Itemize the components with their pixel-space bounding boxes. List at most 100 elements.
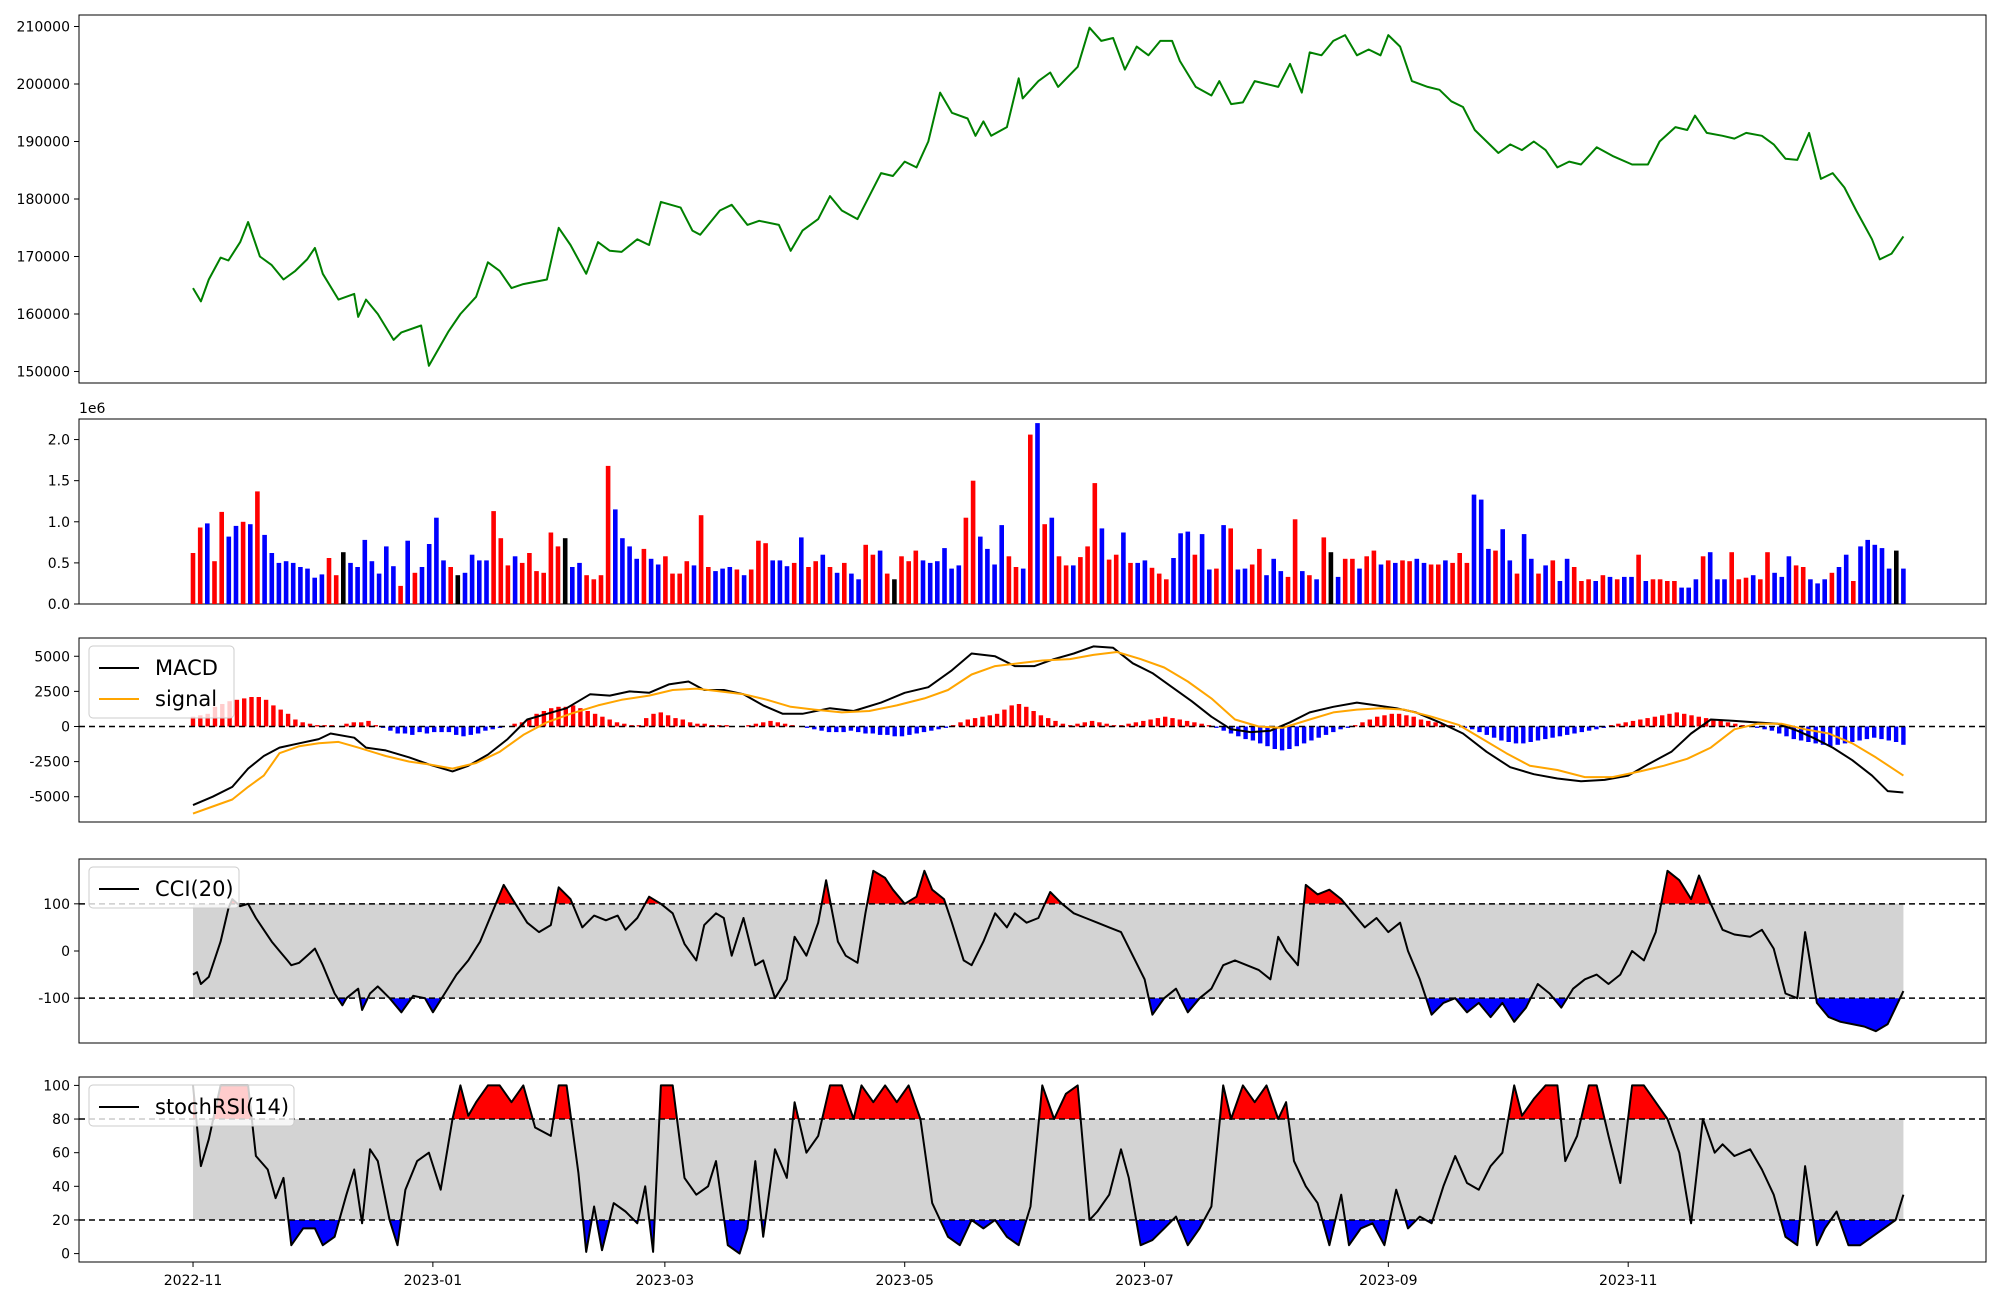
macd-histogram-bar — [1309, 726, 1314, 741]
volume-bar — [1335, 576, 1341, 604]
macd-histogram-bar — [826, 726, 832, 733]
macd-histogram-bar — [687, 722, 693, 727]
volume-bar — [1099, 528, 1105, 604]
volume-bar — [1894, 550, 1899, 604]
volume-bar — [813, 561, 818, 604]
macd-histogram-bar — [1126, 723, 1131, 727]
volume-bar — [1836, 567, 1842, 604]
macd-histogram-bar — [614, 722, 620, 727]
macd-histogram-bar — [541, 711, 547, 727]
macd-histogram-bar — [549, 708, 554, 727]
volume-bar — [1514, 573, 1520, 604]
macd-histogram-bar — [454, 726, 459, 735]
macd-frame — [78, 637, 1987, 823]
volume-bar — [1300, 571, 1305, 604]
volume-bar — [326, 558, 332, 604]
volume-ytick-label: 1.0 — [48, 515, 70, 531]
volume-bar — [720, 568, 725, 604]
stochrsi-overbought-fill — [1509, 1085, 1560, 1119]
macd-histogram-bar — [1404, 715, 1409, 727]
price-ytick-label: 150000 — [17, 365, 70, 381]
volume-bar — [613, 509, 618, 604]
macd-histogram-bar — [1009, 705, 1014, 727]
volume-bar — [691, 565, 697, 604]
macd-histogram-bar — [1674, 712, 1679, 727]
macd-histogram-bar — [848, 726, 854, 731]
macd-histogram-bar — [1375, 716, 1380, 727]
volume-bar — [1450, 562, 1455, 604]
volume-bar — [605, 465, 611, 604]
volume-bar — [1350, 558, 1355, 604]
macd-ytick-label: -2500 — [29, 755, 70, 771]
volume-bar — [1843, 554, 1849, 604]
macd-histogram-bar — [870, 726, 875, 734]
cci-oversold-fill — [1181, 998, 1199, 1013]
macd-histogram-bar — [1696, 716, 1701, 727]
macd-histogram-bar — [1594, 726, 1599, 730]
macd-histogram-bar — [1857, 726, 1862, 741]
macd-histogram-bar — [936, 726, 941, 730]
volume-bar — [1257, 548, 1262, 604]
macd-histogram-bar — [1440, 723, 1446, 727]
macd-histogram-bar — [1053, 720, 1058, 727]
volume-bar — [706, 567, 711, 604]
volume-bar — [827, 567, 833, 604]
volume-bar — [670, 573, 675, 604]
macd-histogram-bar — [468, 726, 473, 735]
volume-bar — [384, 546, 389, 604]
macd-histogram-bar — [1236, 726, 1241, 737]
volume-bar — [255, 491, 260, 604]
macd-histogram-bar — [1411, 716, 1416, 727]
volume-bar — [777, 560, 783, 604]
macd-histogram-bar — [242, 698, 247, 727]
volume-bar — [1614, 579, 1620, 604]
cci-overbought-fill — [868, 871, 945, 904]
macd-histogram-bar — [1623, 722, 1628, 727]
volume-bar — [1772, 572, 1777, 604]
volume-bar — [312, 577, 317, 604]
macd-histogram-bar — [1002, 709, 1007, 727]
macd-histogram-bar — [965, 719, 970, 727]
volume-bar — [555, 546, 561, 604]
macd-histogram-bar — [263, 699, 269, 727]
volume-bar — [1364, 556, 1369, 604]
macd-histogram-bar — [1250, 726, 1256, 741]
stochrsi-oversold-fill — [1346, 1220, 1389, 1246]
volume-bar — [956, 565, 962, 604]
macd-histogram-bar — [1243, 726, 1248, 740]
volume-bar — [1758, 579, 1763, 604]
volume-bar — [1808, 579, 1813, 604]
macd-histogram-bar — [841, 726, 846, 733]
x-tick-label: 2022-11 — [164, 1273, 223, 1289]
volume-bar — [1779, 576, 1785, 604]
cci-oversold-fill — [1817, 998, 1900, 1032]
macd-histogram-bar — [1470, 726, 1475, 730]
macd-histogram-bar — [1104, 723, 1109, 727]
volume-bar — [942, 548, 947, 604]
cci-oversold-fill — [390, 998, 411, 1012]
volume-bar — [1214, 568, 1219, 604]
volume-bar — [763, 543, 768, 604]
macd-histogram-bar — [892, 726, 897, 737]
volume-bar — [784, 566, 790, 604]
volume-bar — [741, 575, 747, 604]
volume-bar — [1815, 583, 1820, 604]
volume-bar — [376, 573, 382, 604]
volume-bar — [1700, 556, 1706, 604]
volume-bar — [1235, 569, 1241, 604]
macd-histogram-bar — [1850, 726, 1855, 742]
volume-bar — [1471, 494, 1477, 604]
volume-bar — [1500, 529, 1505, 604]
cci-overbought-fill — [822, 880, 830, 904]
volume-bar — [1006, 556, 1012, 604]
volume-bar — [1207, 569, 1212, 604]
price-ytick-label: 200000 — [17, 77, 70, 93]
stochrsi-frame — [78, 1076, 1987, 1263]
volume-bar — [426, 544, 432, 604]
macd-histogram-bar — [578, 708, 583, 727]
volume-bar — [197, 527, 203, 604]
volume-bar — [1307, 575, 1312, 604]
macd-panel: -5000 -2500 0 2500 5000 MACD signal — [29, 637, 1987, 823]
volume-bar — [362, 539, 368, 604]
volume-bar — [598, 575, 604, 604]
